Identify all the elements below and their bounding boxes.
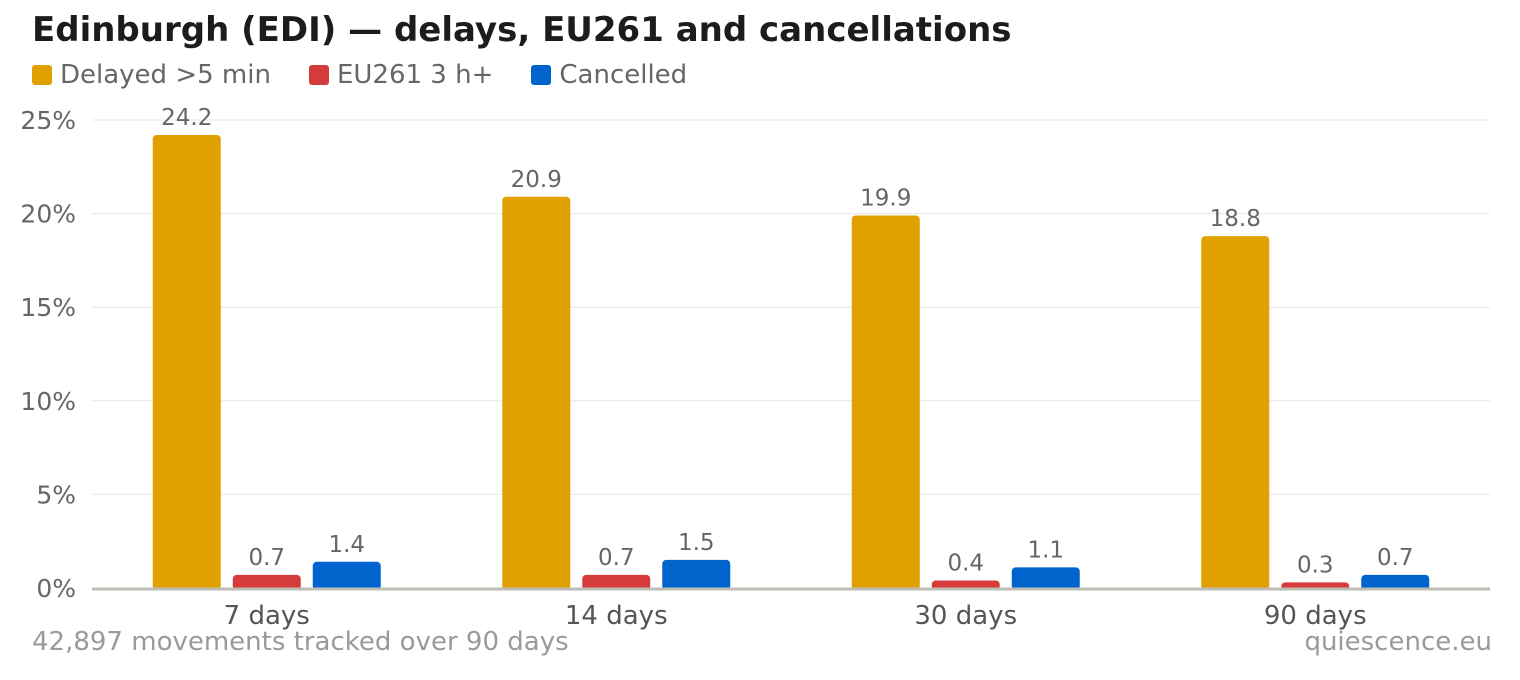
data-label: 0.7 <box>1377 545 1414 571</box>
legend-label-delayed: Delayed >5 min <box>60 60 271 90</box>
legend-item-eu261: EU261 3 h+ <box>308 60 494 90</box>
y-tick-label: 15% <box>20 293 76 322</box>
data-label: 18.8 <box>1210 206 1261 232</box>
chart-title: Edinburgh (EDI) — delays, EU261 and canc… <box>32 10 1012 50</box>
legend-swatch-cancelled <box>531 65 552 85</box>
x-tick-label: 90 days <box>1264 601 1367 631</box>
y-tick-label: 0% <box>36 574 76 603</box>
bar <box>312 561 381 590</box>
data-label: 20.9 <box>511 167 562 193</box>
bar <box>232 574 301 590</box>
bar <box>662 559 731 590</box>
y-tick-label: 10% <box>20 387 76 416</box>
data-label: 19.9 <box>860 185 911 211</box>
data-label: 0.3 <box>1297 552 1334 578</box>
data-label: 0.7 <box>248 545 285 571</box>
data-label: 0.7 <box>598 545 635 571</box>
bar <box>1201 236 1270 590</box>
x-tick-label: 7 days <box>224 601 310 631</box>
data-label: 1.4 <box>328 532 365 558</box>
x-tick-label: 30 days <box>914 601 1017 631</box>
bar <box>502 196 571 590</box>
bar <box>1361 574 1430 590</box>
legend-swatch-eu261 <box>308 65 329 85</box>
y-tick-label: 5% <box>36 480 76 509</box>
data-label: 0.4 <box>947 551 984 577</box>
bar <box>1011 567 1080 590</box>
y-tick-label: 20% <box>20 200 76 229</box>
footer-source: quiescence.eu <box>1304 627 1492 657</box>
legend-label-eu261: EU261 3 h+ <box>336 60 494 90</box>
data-label: 1.5 <box>678 530 715 556</box>
bar <box>152 134 221 590</box>
bar <box>582 574 651 590</box>
legend-swatch-delayed <box>32 65 52 85</box>
y-tick-label: 25% <box>20 106 76 135</box>
footer-note: 42,897 movements tracked over 90 days <box>32 627 569 657</box>
bar <box>851 215 920 591</box>
legend-item-delayed: Delayed >5 min <box>32 60 271 90</box>
legend-label-cancelled: Cancelled <box>559 60 688 90</box>
data-label: 1.1 <box>1027 537 1064 563</box>
x-tick-label: 14 days <box>565 601 668 631</box>
legend-item-cancelled: Cancelled <box>531 60 687 90</box>
legend: Delayed >5 min EU261 3 h+ Cancelled <box>32 60 725 90</box>
data-label: 24.2 <box>161 105 212 131</box>
